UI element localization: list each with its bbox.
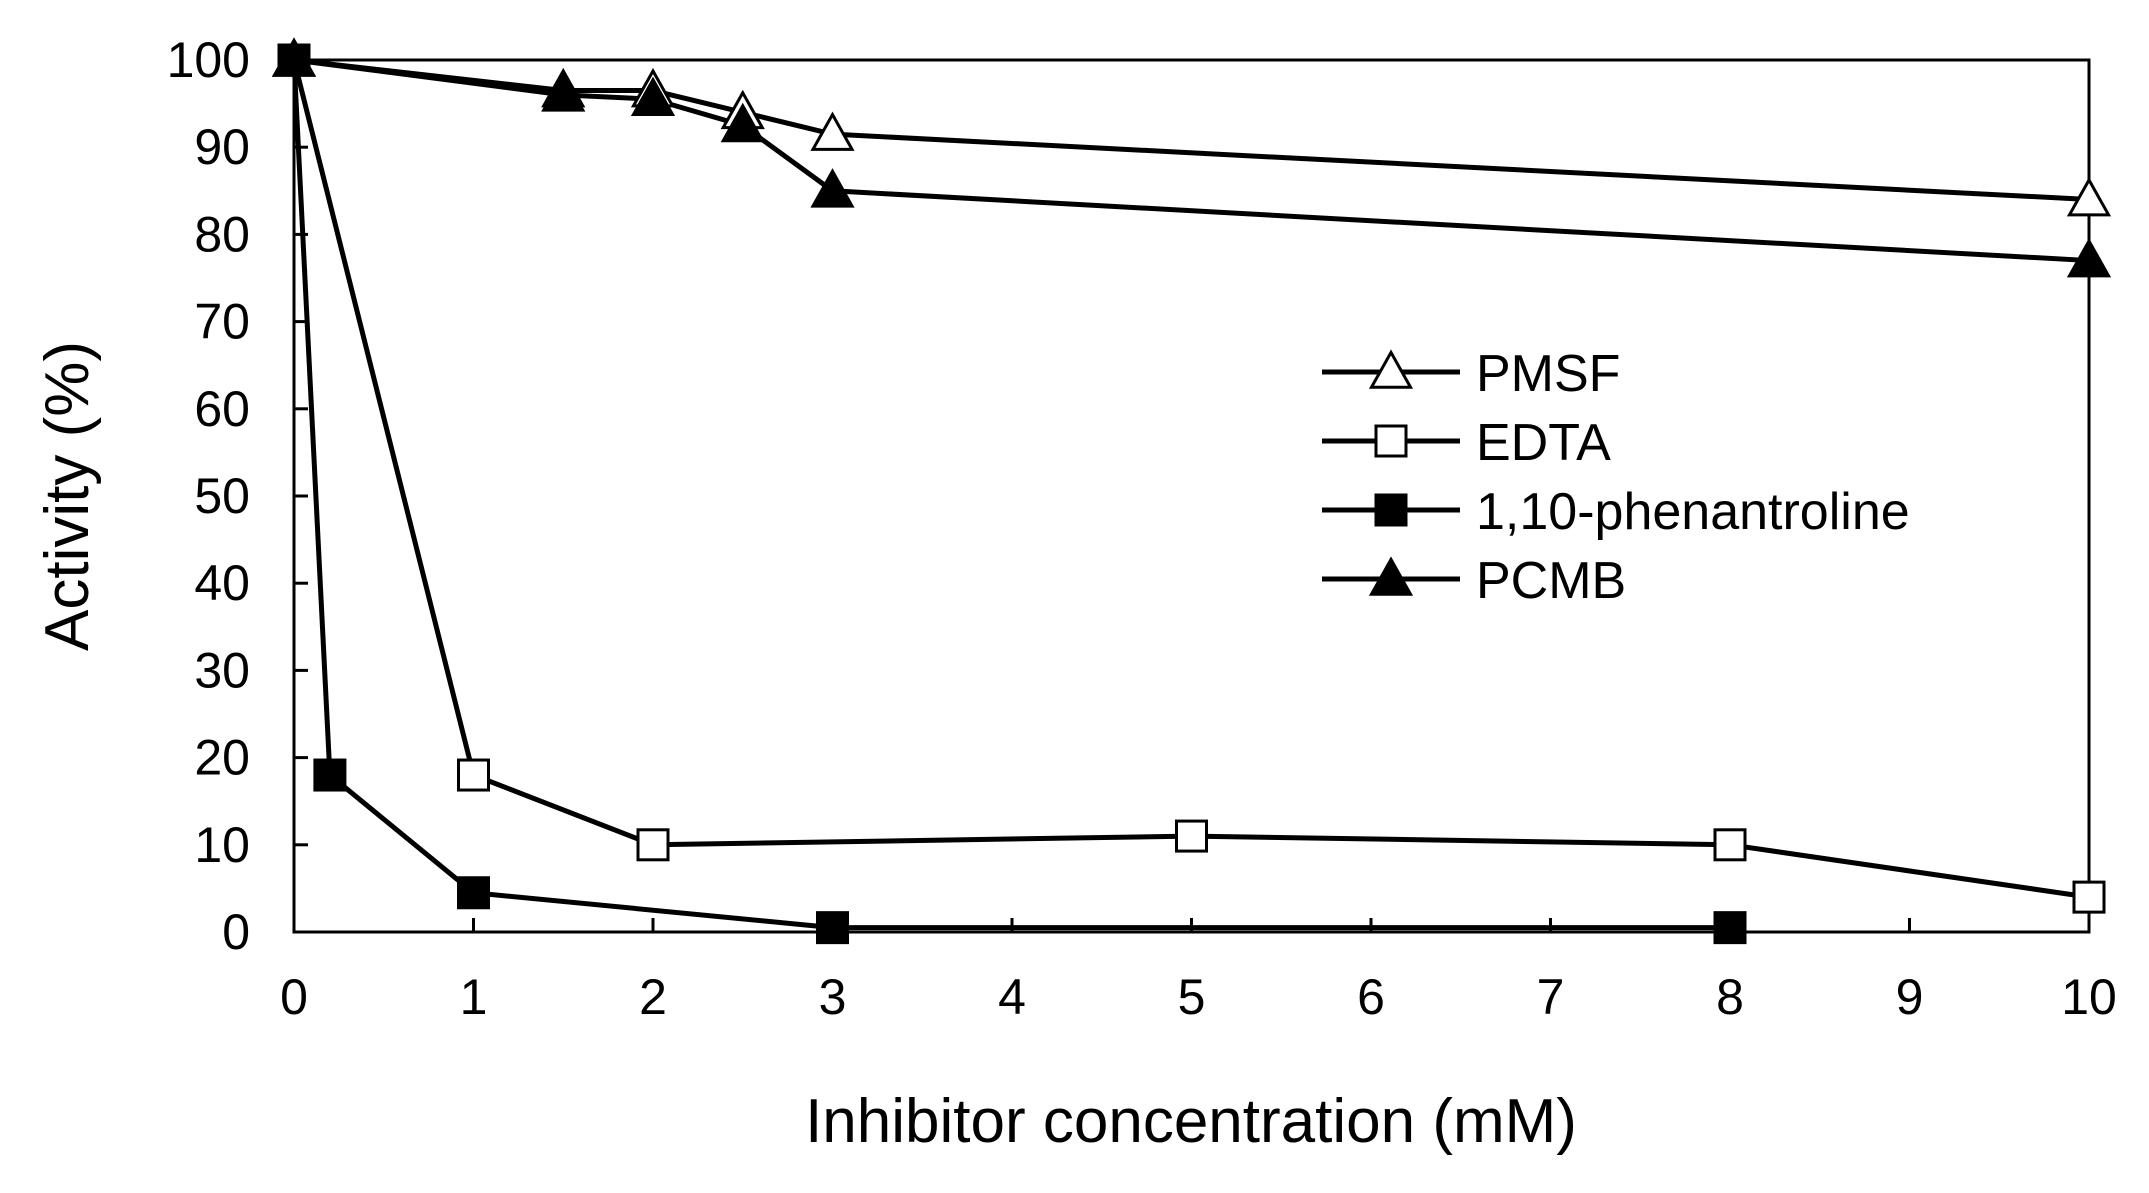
data-point-pcmb bbox=[541, 72, 586, 112]
y-tick-label: 40 bbox=[194, 555, 250, 611]
x-tick-label: 10 bbox=[2061, 969, 2117, 1025]
y-tick-label: 0 bbox=[222, 904, 250, 960]
legend-label-pmsf: PMSF bbox=[1476, 345, 1620, 403]
data-point-pcmb bbox=[2066, 237, 2112, 278]
y-tick-label: 50 bbox=[194, 468, 250, 524]
data-point-pmsf bbox=[2066, 176, 2112, 217]
data-point-pcmb bbox=[810, 168, 855, 208]
data-point-edta bbox=[636, 828, 670, 862]
y-tick-label: 70 bbox=[194, 294, 250, 350]
x-tick-label: 4 bbox=[998, 969, 1026, 1025]
x-tick-label: 3 bbox=[819, 969, 847, 1025]
data-point-pmsf bbox=[810, 111, 855, 151]
x-tick-label: 7 bbox=[1537, 969, 1565, 1025]
x-tick-label: 9 bbox=[1896, 969, 1924, 1025]
data-point-1-10-phenantroline bbox=[313, 758, 347, 792]
legend-label-pcmb: PCMB bbox=[1476, 552, 1626, 610]
x-tick-label: 0 bbox=[280, 969, 308, 1025]
legend-marker-1-10-phenantroline bbox=[1374, 493, 1408, 527]
y-tick-label: 30 bbox=[194, 642, 250, 698]
y-axis-label: Activity (%) bbox=[33, 341, 102, 651]
legend: PMSF EDTA 1,10-phenantroline PCMB bbox=[1322, 345, 1910, 610]
x-tick-label: 5 bbox=[1178, 969, 1206, 1025]
y-tick-label: 80 bbox=[194, 206, 250, 262]
y-tick-label: 100 bbox=[167, 32, 250, 88]
y-tick-label: 20 bbox=[194, 730, 250, 786]
x-axis-label: Inhibitor concentration (mM) bbox=[805, 1087, 1577, 1156]
series-layer bbox=[271, 37, 2112, 945]
data-point-pcmb bbox=[720, 102, 765, 143]
data-point-pcmb bbox=[630, 76, 676, 117]
legend-marker-pmsf bbox=[1368, 349, 1414, 389]
x-tick-label: 2 bbox=[639, 969, 667, 1025]
legend-label-1-10-phenantroline: 1,10-phenantroline bbox=[1476, 483, 1910, 541]
series-line-pmsf bbox=[293, 57, 2090, 203]
series-line-pcmb bbox=[293, 57, 2090, 264]
data-point-1-10-phenantroline bbox=[1713, 911, 1747, 945]
y-tick-label: 60 bbox=[194, 381, 250, 437]
data-point-edta bbox=[1175, 819, 1208, 853]
y-tick-label: 10 bbox=[194, 817, 250, 873]
y-axis: 0 10 20 30 40 50 60 70 80 90 100 bbox=[167, 32, 308, 960]
series-line-edta bbox=[291, 59, 2090, 900]
x-tick-label: 6 bbox=[1357, 969, 1385, 1025]
legend-label-edta: EDTA bbox=[1476, 414, 1611, 472]
data-point-edta bbox=[1713, 828, 1747, 862]
x-tick-label: 1 bbox=[460, 969, 488, 1025]
x-axis: 0 1 2 3 4 5 6 7 8 9 10 bbox=[280, 918, 2117, 1025]
x-tick-label: 8 bbox=[1716, 969, 1744, 1025]
data-point-1-10-phenantroline bbox=[816, 911, 849, 945]
data-point-edta bbox=[457, 758, 490, 792]
data-point-pcmb bbox=[271, 37, 317, 77]
y-tick-label: 90 bbox=[194, 119, 250, 175]
data-point-1-10-phenantroline bbox=[457, 876, 490, 910]
data-point-edta bbox=[2072, 880, 2106, 914]
legend-marker-edta bbox=[1374, 424, 1408, 458]
legend-marker-pcmb bbox=[1368, 556, 1414, 596]
